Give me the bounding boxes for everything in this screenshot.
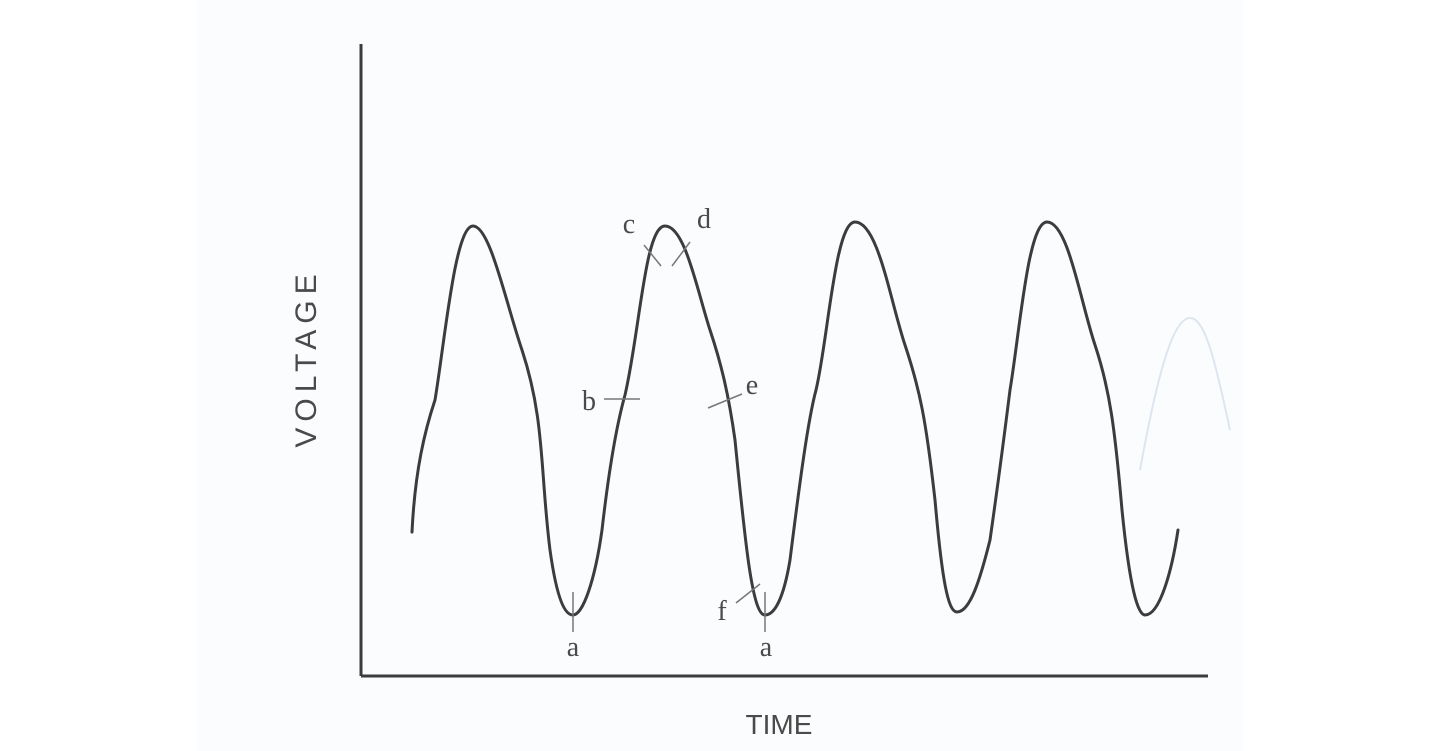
right-margin: [1242, 0, 1440, 751]
tick-d: [671, 241, 691, 267]
ghost-waveform: [1139, 316, 1231, 471]
x-axis-title: TIME: [746, 709, 813, 740]
label-e: e: [746, 370, 758, 401]
paper-background: [198, 0, 1242, 751]
label-c: c: [623, 209, 635, 240]
label-b: b: [582, 386, 596, 417]
tick-e: [707, 393, 743, 409]
y-axis-title: VOLTAGE: [290, 268, 323, 447]
voltage-waveform: [410, 220, 1180, 617]
tick-f: [735, 583, 761, 604]
tick-c: [643, 244, 662, 267]
label-a2: a: [760, 632, 773, 663]
label-f: f: [717, 596, 727, 627]
label-a1: a: [567, 632, 580, 663]
label-d: d: [697, 204, 711, 235]
